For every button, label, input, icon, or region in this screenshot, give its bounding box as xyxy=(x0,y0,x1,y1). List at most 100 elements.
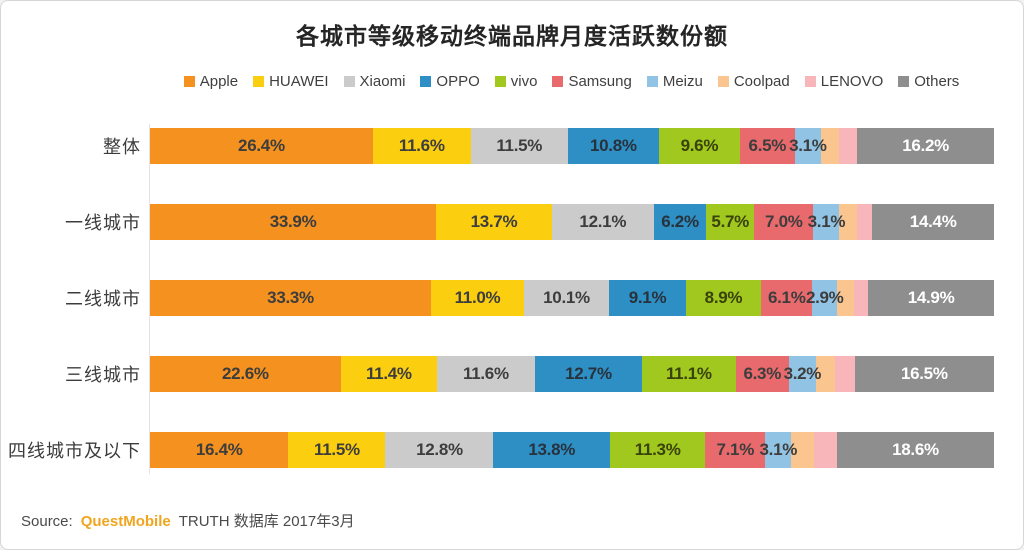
segment-value-label: 6.2% xyxy=(661,212,699,231)
segment-value-label: 5.7% xyxy=(711,212,749,231)
legend-item-xiaomi: Xiaomi xyxy=(343,73,405,90)
segment-value-label: 10.8% xyxy=(589,136,637,155)
segment-value-label: 6.3% xyxy=(743,364,782,383)
segment-value-label: 8.9% xyxy=(704,288,743,307)
bar-segment-meizu: 3.1% xyxy=(760,432,797,468)
legend-swatch-meizu xyxy=(646,76,658,87)
legend-item-meizu: Meizu xyxy=(646,73,703,90)
stacked-bar: 26.4% 11.6% 11.5% 10.8% 9.6% 6.5% 3.1% 16.2% xyxy=(150,128,994,164)
bar-segment-vivo: 8.9% xyxy=(685,280,762,316)
bar-segment-apple: 16.4% xyxy=(150,432,289,468)
bar-segment-vivo: 11.1% xyxy=(642,356,736,392)
segment-value-label: 13.7% xyxy=(470,212,518,231)
bar-segment-xiaomi: 12.8% xyxy=(385,432,494,468)
bar-segment-oppo: 12.7% xyxy=(534,356,643,392)
bar-segment-vivo: 9.6% xyxy=(658,128,740,164)
segment-value-label: 11.4% xyxy=(365,364,412,383)
bar-segment-others: 16.5% xyxy=(854,356,994,392)
segment-value-label: 12.1% xyxy=(579,212,627,231)
legend-label: Meizu xyxy=(662,73,703,90)
legend-swatch-vivo xyxy=(494,76,506,87)
segment-value-label: 11.0% xyxy=(454,288,501,307)
legend-item-apple: Apple xyxy=(183,73,239,90)
row-label: 四线城市及以下 xyxy=(8,441,141,461)
segment-value-label: 11.5% xyxy=(314,440,360,459)
chart-rows: 整体 26.4% 11.6% 11.5% 10.8% 9.6% 6.5% 3.1% 16.2% 一… xyxy=(8,124,994,474)
legend-label: Apple xyxy=(199,73,239,90)
source-brand: QuestMobile xyxy=(80,513,171,530)
legend-item-coolpad: Coolpad xyxy=(717,73,790,90)
bar-segment-meizu: 2.9% xyxy=(806,280,844,316)
segment-value-label: 11.1% xyxy=(665,364,712,383)
bar-segment-oppo: 6.2% xyxy=(653,204,707,240)
bar-segment-lenovo xyxy=(835,356,855,392)
legend-item-samsung: Samsung xyxy=(552,73,632,90)
legend-swatch-others xyxy=(898,76,910,87)
segment-value-label: 14.4% xyxy=(909,212,957,231)
bar-segment-huawei: 11.0% xyxy=(431,280,524,316)
legend-item-huawei: HUAWEI xyxy=(253,73,329,90)
bar-segment-coolpad xyxy=(815,356,836,392)
legend-item-vivo: vivo xyxy=(494,73,537,90)
source-line: Source: QuestMobile TRUTH 数据库 2017年3月 xyxy=(21,510,355,531)
segment-value-label: 11.3% xyxy=(634,440,681,459)
bar-segment-samsung: 7.0% xyxy=(754,204,814,240)
segment-value-label: 13.8% xyxy=(528,440,576,459)
stacked-bar: 33.3% 11.0% 10.1% 9.1% 8.9% 6.1% 2.9% 14.9% xyxy=(150,280,994,316)
chart-row: 一线城市 33.9% 13.7% 12.1% 6.2% 5.7% 7.0% 3.1% 14.4% xyxy=(65,204,994,240)
bar-segment-meizu: 3.1% xyxy=(789,128,827,164)
segment-value-label: 16.4% xyxy=(195,440,243,459)
segment-value-label: 33.9% xyxy=(269,212,317,231)
row-label: 整体 xyxy=(103,137,141,157)
legend-swatch-oppo xyxy=(420,76,432,87)
bar-segment-huawei: 11.5% xyxy=(288,432,386,468)
bar-segment-huawei: 11.6% xyxy=(372,128,471,164)
legend-swatch-xiaomi xyxy=(343,76,355,87)
segment-value-label: 6.5% xyxy=(748,136,787,155)
segment-value-label: 11.5% xyxy=(496,136,543,155)
stacked-bar: 16.4% 11.5% 12.8% 13.8% 11.3% 7.1% 3.1% 18.6% xyxy=(150,432,994,468)
bar-segment-vivo: 5.7% xyxy=(706,204,755,240)
bar-segment-others: 16.2% xyxy=(857,128,994,164)
bar-segment-oppo: 13.8% xyxy=(493,432,610,468)
bar-segment-lenovo xyxy=(839,128,858,164)
segment-value-label: 11.6% xyxy=(462,364,509,383)
legend-label: HUAWEI xyxy=(269,73,329,90)
bar-segment-xiaomi: 11.6% xyxy=(436,356,535,392)
bar-segment-lenovo xyxy=(857,204,873,240)
segment-value-label: 3.1% xyxy=(807,212,846,231)
legend-item-others: Others xyxy=(898,73,959,90)
bar-segment-apple: 33.9% xyxy=(150,204,437,240)
bar-segment-xiaomi: 11.5% xyxy=(470,128,568,164)
row-label: 一线城市 xyxy=(65,213,141,233)
segment-value-label: 14.9% xyxy=(907,288,955,307)
stacked-bar: 33.9% 13.7% 12.1% 6.2% 5.7% 7.0% 3.1% 14.4% xyxy=(150,204,994,240)
legend-swatch-samsung xyxy=(552,76,564,87)
segment-value-label: 22.6% xyxy=(222,364,269,383)
segment-value-label: 9.6% xyxy=(680,136,719,155)
segment-value-label: 7.0% xyxy=(765,212,803,231)
segment-value-label: 2.9% xyxy=(805,288,844,307)
bar-segment-huawei: 11.4% xyxy=(340,356,437,392)
stacked-bar: 22.6% 11.4% 11.6% 12.7% 11.1% 6.3% 3.2% 16.5% xyxy=(150,356,994,392)
bar-segment-vivo: 11.3% xyxy=(609,432,706,468)
legend-item-oppo: OPPO xyxy=(420,73,480,90)
bar-segment-coolpad xyxy=(820,128,840,164)
bar-segment-meizu: 3.2% xyxy=(784,356,821,392)
legend-label: Samsung xyxy=(568,73,632,90)
bar-segment-others: 18.6% xyxy=(836,432,994,468)
segment-value-label: 3.2% xyxy=(783,364,822,383)
bar-segment-lenovo xyxy=(853,280,869,316)
legend-item-lenovo: LENOVO xyxy=(804,73,883,90)
legend-swatch-huawei xyxy=(253,76,265,87)
segment-value-label: 6.1% xyxy=(767,288,806,307)
segment-value-label: 12.7% xyxy=(565,364,612,383)
segment-value-label: 9.1% xyxy=(628,288,667,307)
bar-segment-samsung: 7.1% xyxy=(705,432,766,468)
bar-segment-xiaomi: 12.1% xyxy=(551,204,654,240)
segment-value-label: 11.6% xyxy=(398,136,445,155)
legend-swatch-apple xyxy=(183,76,195,87)
bar-segment-oppo: 9.1% xyxy=(609,280,686,316)
segment-value-label: 26.4% xyxy=(238,136,285,155)
